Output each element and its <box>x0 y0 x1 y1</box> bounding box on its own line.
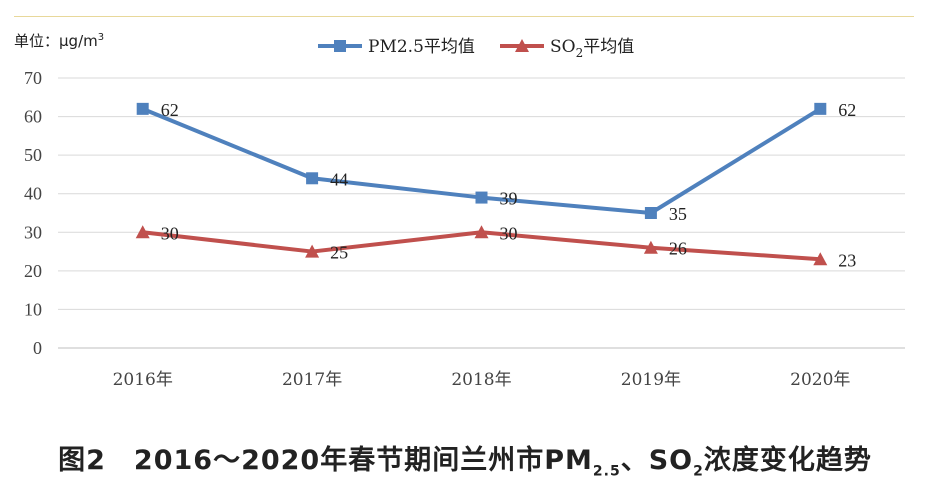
data-label: 62 <box>838 100 856 120</box>
y-tick-label: 30 <box>24 222 42 242</box>
data-label: 44 <box>330 169 348 189</box>
legend-marker-pm25 <box>334 40 346 52</box>
data-point-pm25 <box>475 191 488 204</box>
unit-label: 单位：μg/m3 <box>14 32 105 50</box>
x-tick-label: 2020年 <box>790 370 850 390</box>
data-point-pm25 <box>644 207 657 219</box>
data-point-so2 <box>474 225 489 239</box>
y-axis: 0 10 20 30 40 50 60 70 <box>24 68 42 358</box>
data-point-so2 <box>643 240 658 254</box>
y-tick-label: 10 <box>24 299 42 319</box>
legend-item-pm25: PM2.5平均值 <box>318 37 475 57</box>
data-point-pm25 <box>814 102 827 115</box>
y-tick-label: 0 <box>33 338 42 358</box>
y-tick-label: 70 <box>24 68 42 88</box>
legend-label-so2: SO2平均值 <box>550 37 634 60</box>
data-label: 62 <box>161 100 179 120</box>
data-label: 39 <box>500 189 518 209</box>
figure-caption: 图2 2016～2020年春节期间兰州市PM2.5、SO2浓度变化趋势 <box>58 445 872 480</box>
x-tick-label: 2018年 <box>451 370 511 390</box>
data-point-pm25 <box>306 172 319 185</box>
legend-item-so2: SO2平均值 <box>500 37 634 60</box>
x-tick-label: 2016年 <box>113 370 173 390</box>
x-tick-label: 2017年 <box>282 370 342 390</box>
x-axis: 2016年 2017年 2018年 2019年 2020年 <box>113 370 851 390</box>
legend: PM2.5平均值 SO2平均值 <box>318 37 634 60</box>
y-tick-label: 20 <box>24 261 42 281</box>
data-point-pm25 <box>136 102 149 115</box>
y-tick-label: 50 <box>24 145 42 165</box>
legend-label-pm25: PM2.5平均值 <box>368 37 475 57</box>
top-rule <box>14 16 914 17</box>
y-tick-label: 60 <box>24 107 42 127</box>
data-labels: 62 44 39 35 62 30 25 30 26 23 <box>161 100 857 270</box>
legend-marker-so2 <box>515 39 529 52</box>
data-label: 25 <box>330 243 348 263</box>
data-point-so2 <box>813 252 828 266</box>
data-label: 23 <box>838 250 856 270</box>
data-label: 30 <box>500 223 518 243</box>
grid <box>58 77 905 349</box>
data-point-so2 <box>135 225 150 239</box>
data-point-so2 <box>305 244 320 258</box>
y-tick-label: 40 <box>24 184 42 204</box>
data-label: 35 <box>669 204 687 224</box>
x-tick-label: 2019年 <box>621 370 681 390</box>
data-label: 30 <box>161 223 179 243</box>
data-label: 26 <box>669 239 687 259</box>
line-chart: 0 10 20 30 40 50 60 70 2016年 2017年 2018年 2019年 2020… <box>24 37 905 390</box>
series-markers <box>135 102 828 266</box>
